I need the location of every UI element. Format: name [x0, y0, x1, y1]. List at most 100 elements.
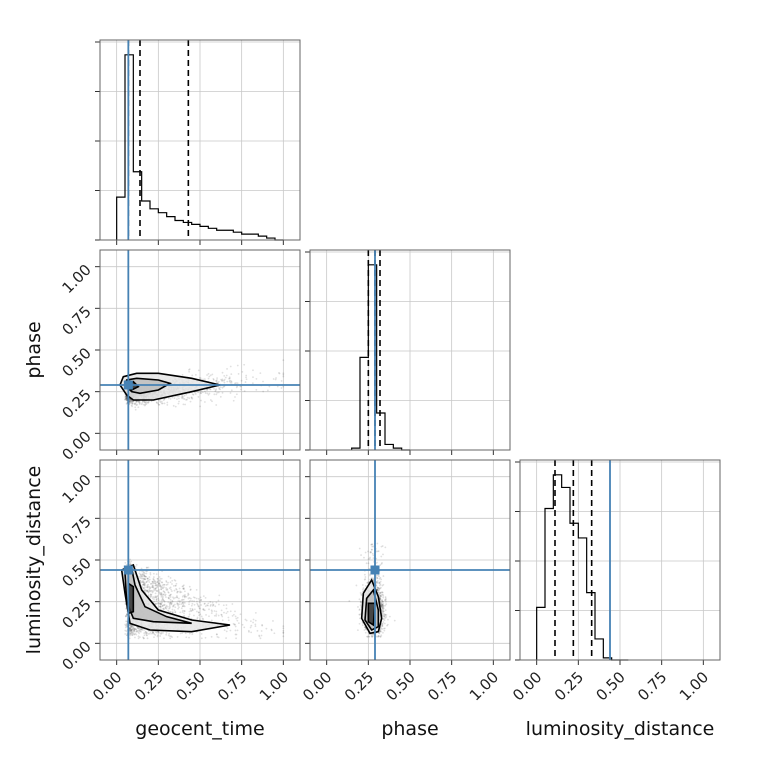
scatter-geocent-time-vs-phase-sample-point [133, 402, 136, 405]
scatter-geocent-time-vs-luminosity-distance-sample-point [193, 608, 196, 611]
scatter-geocent-time-vs-luminosity-distance-sample-point [270, 628, 273, 631]
scatter-geocent-time-vs-luminosity-distance-sample-point [124, 633, 127, 635]
scatter-geocent-time-vs-phase-sample-point [266, 389, 269, 392]
scatter-geocent-time-vs-luminosity-distance-sample-point [182, 585, 184, 588]
scatter-geocent-time-vs-luminosity-distance-sample-point [210, 612, 213, 615]
scatter-geocent-time-vs-luminosity-distance-sample-point [234, 625, 237, 628]
scatter-geocent-time-vs-luminosity-distance-sample-point [146, 590, 149, 593]
scatter-geocent-time-vs-luminosity-distance-sample-point [159, 577, 162, 580]
scatter-phase-vs-luminosity-distance-sample-point [379, 576, 382, 579]
scatter-geocent-time-vs-phase-sample-point [181, 396, 184, 399]
scatter-geocent-time-vs-phase-sample-point [142, 400, 145, 403]
scatter-geocent-time-vs-luminosity-distance-sample-point [140, 575, 142, 577]
scatter-geocent-time-vs-phase-sample-point [129, 399, 132, 401]
scatter-geocent-time-vs-phase-sample-point [280, 380, 283, 382]
scatter-geocent-time-vs-luminosity-distance-sample-point [197, 605, 200, 608]
scatter-geocent-time-vs-phase-sample-point [278, 372, 280, 374]
scatter-geocent-time-vs-phase-yticklabel-1: 0.25 [58, 386, 94, 422]
scatter-geocent-time-vs-luminosity-distance-sample-point [160, 592, 163, 595]
scatter-phase-vs-luminosity-distance-sample-point [387, 618, 389, 621]
scatter-geocent-time-vs-phase-sample-point [188, 368, 190, 371]
scatter-geocent-time-vs-luminosity-distance-sample-point [169, 577, 172, 579]
scatter-geocent-time-vs-luminosity-distance-sample-point [200, 599, 202, 602]
scatter-phase-vs-luminosity-distance-sample-point [381, 593, 384, 596]
scatter-phase-vs-luminosity-distance-sample-point [378, 632, 380, 635]
scatter-geocent-time-vs-luminosity-distance-sample-point [135, 630, 138, 633]
scatter-geocent-time-vs-phase-sample-point [282, 385, 285, 388]
scatter-geocent-time-vs-luminosity-distance-sample-point [130, 632, 132, 635]
scatter-geocent-time-vs-luminosity-distance-sample-point [147, 579, 150, 582]
scatter-geocent-time-vs-phase-sample-point [158, 403, 161, 406]
scatter-geocent-time-vs-luminosity-distance-sample-point [188, 596, 191, 599]
scatter-geocent-time-vs-luminosity-distance-sample-point [129, 629, 131, 632]
scatter-phase-vs-luminosity-distance-sample-point [372, 545, 375, 548]
scatter-geocent-time-vs-phase-sample-point [241, 370, 244, 373]
scatter-geocent-time-vs-phase-sample-point [177, 395, 180, 398]
scatter-phase-vs-luminosity-distance-sample-point [358, 547, 361, 550]
scatter-geocent-time-vs-luminosity-distance-sample-point [168, 604, 171, 606]
scatter-phase-vs-luminosity-distance-sample-point [367, 558, 370, 561]
scatter-geocent-time-vs-luminosity-distance-sample-point [129, 563, 131, 566]
scatter-geocent-time-vs-phase-sample-point [150, 400, 153, 403]
scatter-geocent-time-vs-luminosity-distance-sample-point [250, 631, 253, 634]
scatter-geocent-time-vs-luminosity-distance-sample-point [151, 584, 154, 587]
scatter-geocent-time-vs-luminosity-distance-sample-point [167, 609, 169, 612]
scatter-geocent-time-vs-luminosity-distance-sample-point [146, 577, 149, 580]
scatter-geocent-time-vs-luminosity-distance-sample-point [160, 603, 162, 606]
scatter-geocent-time-vs-luminosity-distance-sample-point [243, 626, 246, 629]
scatter-geocent-time-vs-luminosity-distance-sample-point [188, 601, 190, 603]
scatter-geocent-time-vs-luminosity-distance-sample-point [134, 628, 137, 630]
scatter-geocent-time-vs-luminosity-distance-sample-point [158, 582, 160, 585]
scatter-geocent-time-vs-phase-sample-point [219, 386, 222, 388]
scatter-geocent-time-vs-phase-sample-point [177, 397, 180, 400]
scatter-geocent-time-vs-luminosity-distance-sample-point [143, 637, 145, 640]
scatter-geocent-time-vs-luminosity-distance-sample-point [140, 630, 142, 633]
scatter-phase-vs-luminosity-distance-sample-point [377, 635, 380, 638]
scatter-geocent-time-vs-luminosity-distance-sample-point [177, 603, 179, 605]
scatter-geocent-time-vs-luminosity-distance-sample-point [143, 575, 146, 578]
scatter-geocent-time-vs-luminosity-distance-sample-point [130, 628, 133, 631]
scatter-geocent-time-vs-luminosity-distance-sample-point [133, 630, 136, 633]
scatter-geocent-time-vs-luminosity-distance-sample-point [191, 602, 194, 605]
scatter-geocent-time-vs-luminosity-distance-sample-point [233, 623, 236, 626]
scatter-geocent-time-vs-luminosity-distance-sample-point [169, 594, 171, 597]
scatter-phase-vs-luminosity-distance-xticklabel-3: 0.75 [424, 668, 460, 704]
scatter-geocent-time-vs-phase-sample-point [201, 391, 204, 394]
scatter-geocent-time-vs-luminosity-distance-sample-point [199, 596, 202, 599]
scatter-geocent-time-vs-phase-sample-point [130, 402, 133, 405]
scatter-geocent-time-vs-luminosity-distance-sample-point [137, 626, 140, 629]
scatter-geocent-time-vs-luminosity-distance-sample-point [149, 593, 152, 596]
scatter-geocent-time-vs-luminosity-distance-sample-point [172, 605, 175, 607]
scatter-geocent-time-vs-phase-sample-point [129, 399, 132, 401]
scatter-geocent-time-vs-luminosity-distance-sample-point [196, 616, 199, 619]
scatter-geocent-time-vs-luminosity-distance-sample-point [159, 593, 161, 595]
scatter-geocent-time-vs-luminosity-distance-sample-point [234, 633, 237, 636]
scatter-phase-vs-luminosity-distance-sample-point [364, 585, 367, 587]
scatter-phase-vs-luminosity-distance-sample-point [381, 622, 384, 625]
scatter-geocent-time-vs-luminosity-distance-sample-point [147, 583, 150, 586]
scatter-geocent-time-vs-luminosity-distance-sample-point [155, 599, 158, 602]
scatter-geocent-time-vs-luminosity-distance-sample-point [153, 582, 155, 585]
scatter-geocent-time-vs-phase-sample-point [125, 398, 128, 401]
scatter-geocent-time-vs-luminosity-distance-sample-point [181, 585, 184, 588]
scatter-geocent-time-vs-phase-sample-point [129, 400, 131, 403]
scatter-geocent-time-vs-luminosity-distance-sample-point [229, 629, 232, 632]
scatter-geocent-time-vs-luminosity-distance-sample-point [163, 586, 165, 588]
scatter-geocent-time-vs-luminosity-distance-sample-point [254, 625, 257, 628]
scatter-phase-vs-luminosity-distance-sample-point [371, 633, 374, 636]
scatter-geocent-time-vs-phase-sample-point [221, 378, 224, 381]
scatter-geocent-time-vs-luminosity-distance-sample-point [170, 602, 173, 605]
scatter-geocent-time-vs-luminosity-distance-sample-point [159, 585, 162, 587]
scatter-geocent-time-vs-luminosity-distance-sample-point [146, 584, 149, 587]
scatter-geocent-time-vs-luminosity-distance-sample-point [170, 601, 173, 604]
scatter-geocent-time-vs-luminosity-distance-sample-point [199, 613, 202, 616]
scatter-phase-vs-luminosity-distance-sample-point [381, 613, 384, 616]
scatter-geocent-time-vs-luminosity-distance-sample-point [181, 611, 184, 614]
scatter-geocent-time-vs-phase-sample-point [274, 378, 277, 381]
scatter-geocent-time-vs-luminosity-distance-sample-point [172, 605, 174, 608]
scatter-geocent-time-vs-luminosity-distance-sample-point [146, 589, 148, 592]
scatter-geocent-time-vs-phase-sample-point [259, 372, 262, 375]
scatter-geocent-time-vs-luminosity-distance-sample-point [189, 589, 192, 591]
scatter-geocent-time-vs-luminosity-distance-sample-point [148, 585, 151, 588]
scatter-phase-vs-luminosity-distance-sample-point [371, 545, 374, 548]
